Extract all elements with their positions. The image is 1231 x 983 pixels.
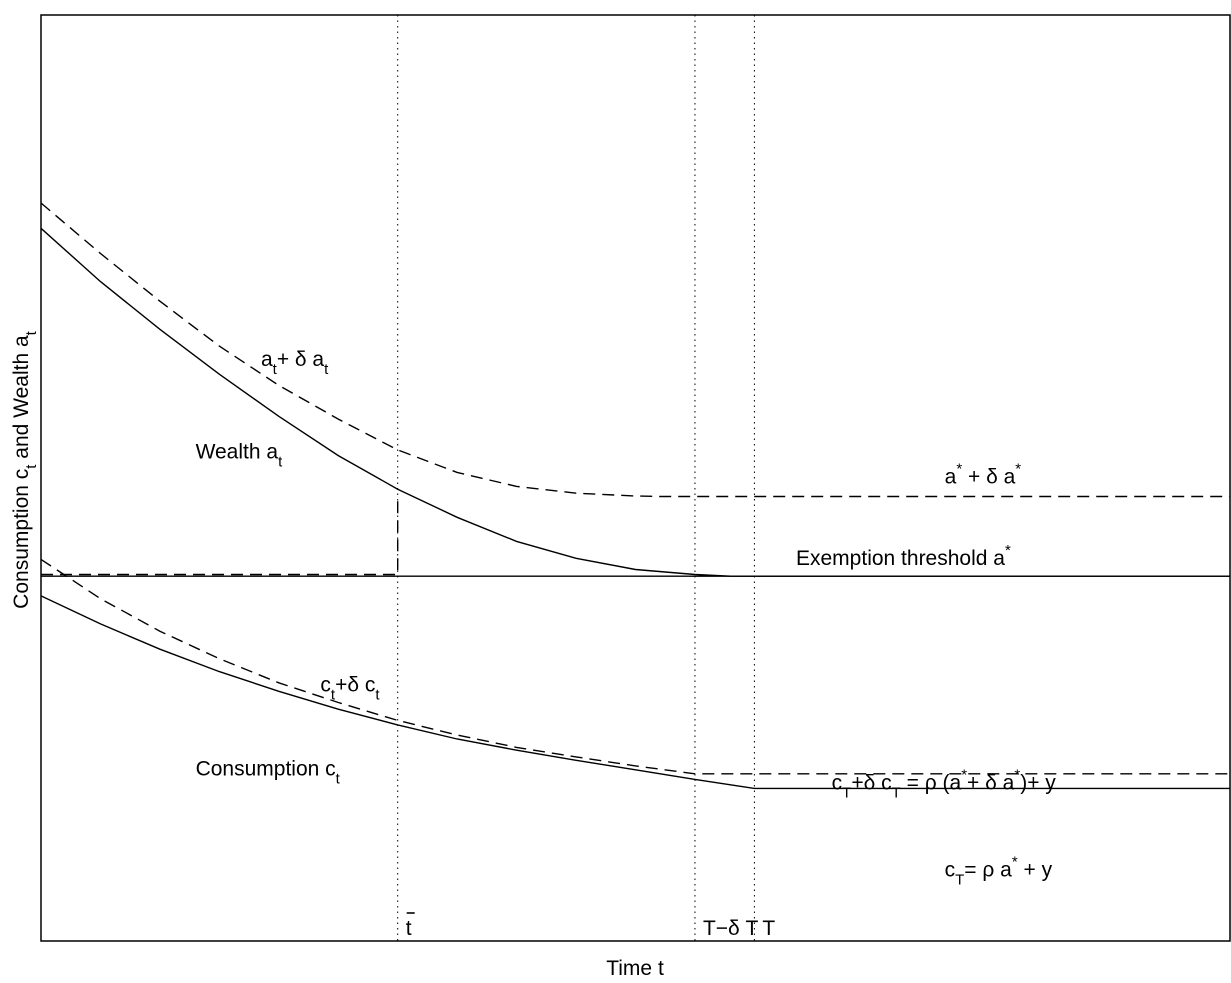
x-tick-label-1: T−δ T [703,917,759,940]
series-line-5 [40,558,1230,775]
annotations-group: at+ δ at Wealth at a* + δ a* Exemption thre… [196,348,1057,889]
annotation-wealth: Wealth at [196,440,284,470]
annotation-at_delta: at+ δ at [261,348,329,378]
annotation-ct_delta: ct+δ ct [320,673,380,703]
y-axis-label: Consumption ct and Wealth at [10,330,40,608]
series-line-4 [40,595,1230,790]
annotation-cT: cT= ρ a* + y [945,853,1053,888]
series-line-1 [40,202,1230,498]
annotation-consumption: Consumption ct [196,757,341,787]
x-axis-label: Time t [606,957,664,980]
series-line-3 [41,496,399,576]
annotation-exemption: Exemption threshold a* [796,542,1011,570]
y-axis-label-text: Consumption ct and Wealth at [10,330,40,608]
series-group [40,202,1230,790]
series-line-0 [40,227,1230,577]
vertical-dotted-lines [397,15,755,941]
plot-frame [40,14,1231,942]
annotation-cT_delta: cT+δ cT = ρ (a*+ δ a*)+ y [832,766,1057,801]
x-tick-label-0: t [406,917,412,940]
annotation-astar_delta: a* + δ a* [945,461,1022,489]
x-tick-label-2: T [762,917,775,940]
